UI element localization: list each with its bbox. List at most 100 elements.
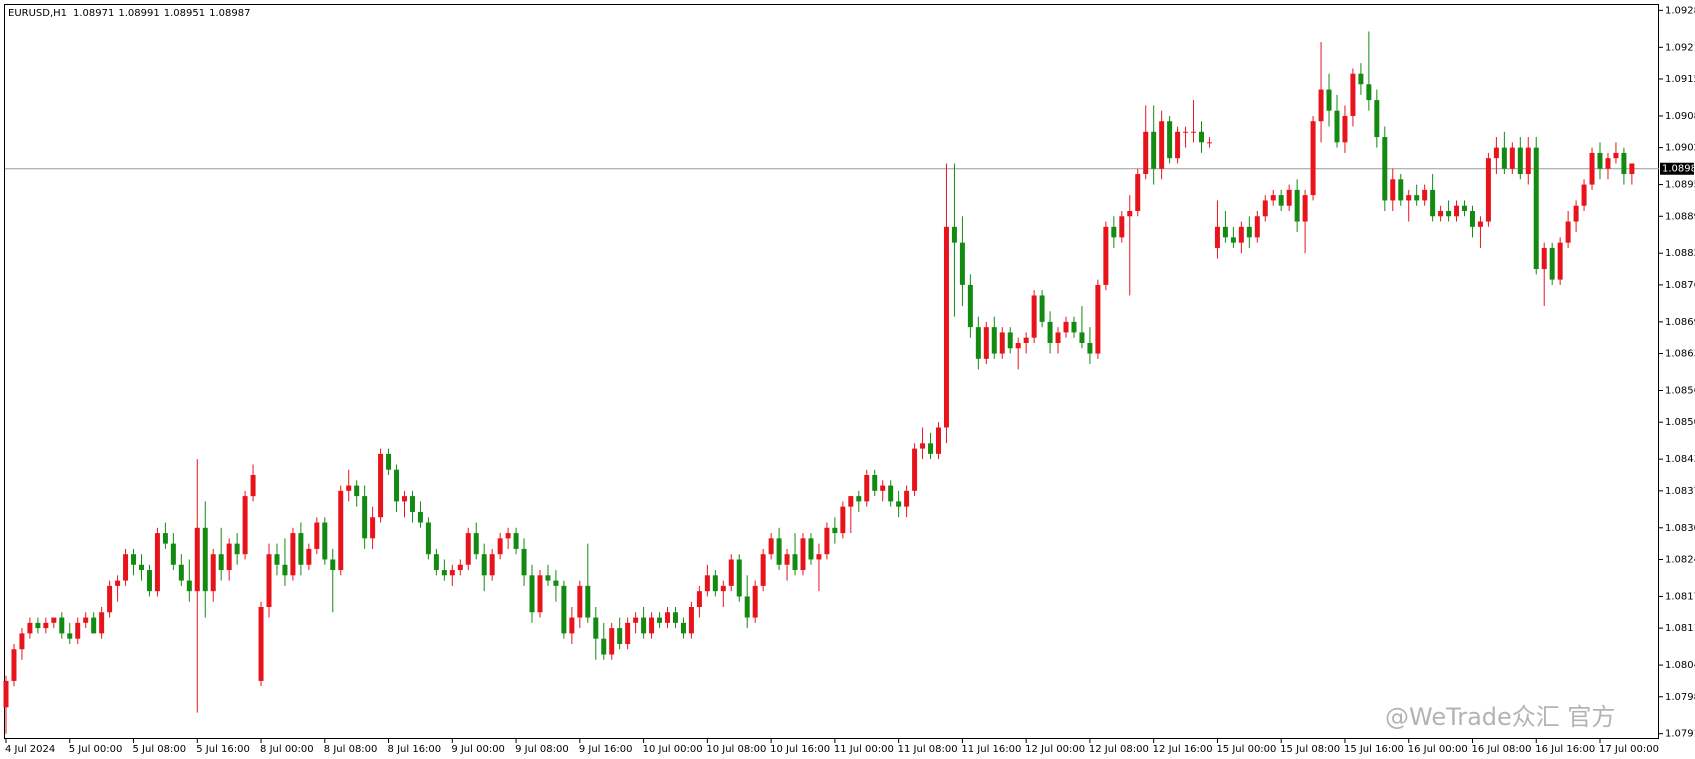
candle-body xyxy=(11,649,17,681)
candle-body xyxy=(1206,142,1212,144)
candle-body xyxy=(999,332,1005,354)
y-tick-label: 1.0895 xyxy=(1665,180,1695,191)
plot-frame xyxy=(4,4,1659,739)
candle-body xyxy=(967,284,973,328)
candle-body xyxy=(768,538,774,555)
y-tick-label: 1.0882 xyxy=(1665,248,1695,259)
y-tick-label: 1.0817 xyxy=(1665,591,1695,602)
candle-body xyxy=(362,496,368,539)
candle-body xyxy=(242,496,248,555)
x-tick-label: 9 Jul 08:00 xyxy=(515,744,569,755)
candle-body xyxy=(250,474,256,497)
candle-body xyxy=(920,443,926,449)
candle-body xyxy=(266,554,272,607)
candle-body xyxy=(553,580,559,586)
candle-body xyxy=(1286,189,1292,206)
candle-body xyxy=(1254,216,1260,238)
candle-body xyxy=(59,617,65,634)
candle-body xyxy=(728,559,734,586)
candle-body xyxy=(1015,342,1021,349)
candle-body xyxy=(234,543,240,555)
candle-body xyxy=(1111,226,1117,238)
candle-body xyxy=(1597,152,1603,169)
candle-body xyxy=(1525,147,1531,175)
x-tick-label: 16 Jul 16:00 xyxy=(1535,744,1595,755)
candle-body xyxy=(864,474,870,502)
candle-body xyxy=(1127,210,1133,217)
candle-body xyxy=(27,622,33,634)
candle-body xyxy=(744,596,750,618)
candle-body xyxy=(1230,237,1236,243)
quote-high: 1.08991 xyxy=(118,8,159,19)
chart-header: EURUSD,H1 1.08971 1.08991 1.08951 1.08987 xyxy=(8,8,250,19)
candle-body xyxy=(1430,189,1436,217)
candle-body xyxy=(1589,152,1595,185)
candle-body xyxy=(951,226,957,243)
y-tick-label: 1.0804 xyxy=(1665,660,1695,671)
candle-body xyxy=(290,533,296,576)
candle-body xyxy=(1047,321,1053,343)
candle-body xyxy=(370,517,376,539)
candle-body xyxy=(760,554,766,586)
candle-body xyxy=(736,559,742,597)
candle-body xyxy=(1414,195,1420,201)
candle-body xyxy=(425,522,431,555)
candle-body xyxy=(1533,147,1539,270)
candle-body xyxy=(1135,174,1141,211)
candle-body xyxy=(258,606,264,681)
candle-body xyxy=(1262,200,1268,217)
x-tick-label: 12 Jul 00:00 xyxy=(1025,744,1085,755)
candle-body xyxy=(959,242,965,285)
y-tick-label: 1.0850 xyxy=(1665,417,1695,428)
x-tick-label: 5 Jul 16:00 xyxy=(196,744,250,755)
candle-body xyxy=(1493,147,1499,159)
candle-body xyxy=(481,554,487,576)
candle-body xyxy=(298,533,304,565)
candle-body xyxy=(1175,131,1181,159)
candle-body xyxy=(696,591,702,607)
candle-body xyxy=(904,490,910,507)
candle-body xyxy=(983,327,989,359)
candle-body xyxy=(649,617,655,634)
candle-body xyxy=(202,527,208,592)
candle-body xyxy=(800,538,806,571)
x-tick-label: 15 Jul 00:00 xyxy=(1216,744,1276,755)
candle-body xyxy=(1398,179,1404,201)
x-tick-label: 17 Jul 00:00 xyxy=(1599,744,1659,755)
candle-body xyxy=(776,538,782,565)
x-tick-label: 10 Jul 16:00 xyxy=(770,744,830,755)
candle-body xyxy=(912,448,918,491)
candle-body xyxy=(680,622,686,634)
candle-body xyxy=(704,575,710,592)
candle-body xyxy=(210,554,216,592)
candle-body xyxy=(489,554,495,576)
candle-body xyxy=(593,617,599,639)
candle-body xyxy=(1310,121,1316,196)
candle-body xyxy=(577,585,583,618)
candle-body xyxy=(1222,226,1228,238)
candle-body xyxy=(880,485,886,491)
candle-body xyxy=(601,638,607,655)
candle-body xyxy=(1438,210,1444,217)
candle-body xyxy=(1079,332,1085,343)
candle-body xyxy=(99,612,105,634)
candle-body xyxy=(1605,158,1611,169)
candle-body xyxy=(1477,221,1483,227)
y-tick-label: 1.0830 xyxy=(1665,523,1695,534)
candle-body xyxy=(378,453,384,518)
candle-body xyxy=(75,622,81,639)
y-tick-label: 1.0824 xyxy=(1665,554,1695,565)
candle-body xyxy=(545,575,551,581)
candle-body xyxy=(943,226,949,428)
candle-body xyxy=(672,612,678,623)
candle-body xyxy=(537,575,543,613)
candle-body xyxy=(784,554,790,565)
candle-body xyxy=(1565,221,1571,243)
candle-body xyxy=(1374,100,1380,138)
candle-body xyxy=(43,622,49,629)
candle-body xyxy=(3,680,9,708)
candle-body xyxy=(306,548,312,565)
candle-body xyxy=(1055,332,1061,343)
candle-body xyxy=(1199,131,1204,143)
